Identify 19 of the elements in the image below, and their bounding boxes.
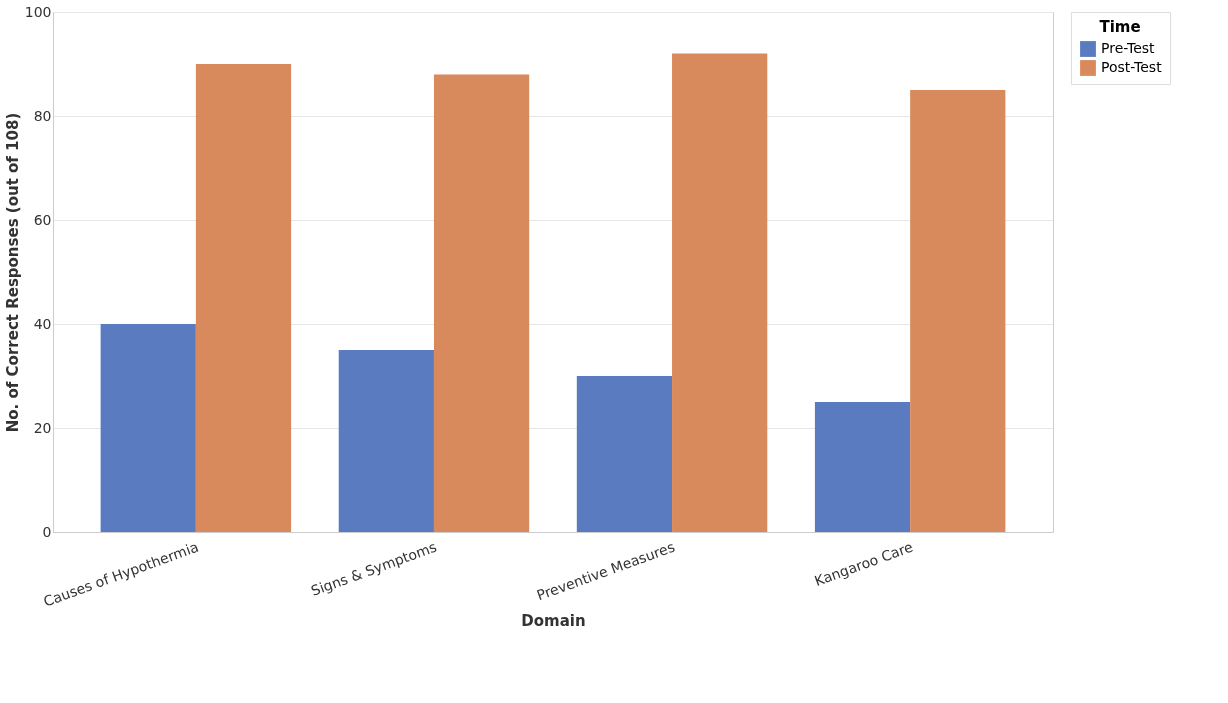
bar [672,53,768,532]
legend-label: Pre-Test [1101,40,1156,56]
bar [338,350,434,532]
bar [195,64,292,532]
y-axis-title: No. of Correct Responses (out of 108) [3,112,22,433]
bar [433,74,530,532]
bar [814,402,911,532]
bar [100,324,196,532]
y-tick-label: 80 [33,107,52,124]
y-tick-label: 20 [33,419,52,436]
legend-label: Post-Test [1101,59,1163,75]
y-tick-label: 0 [42,523,52,540]
y-tick-label: 100 [24,3,52,20]
y-tick-label: 40 [33,315,52,332]
bar [910,90,1006,532]
y-tick-label: 60 [33,211,52,228]
bar [576,376,673,532]
x-axis-title: Domain [521,611,586,630]
legend-title: Time [1099,18,1141,36]
